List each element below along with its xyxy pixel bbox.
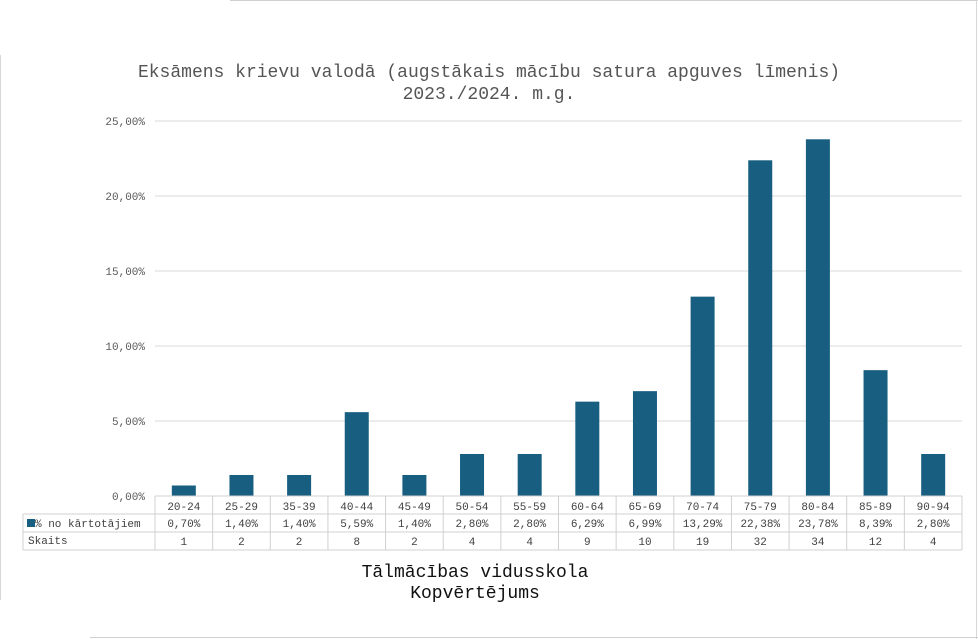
table-row-label: Skaits	[28, 536, 68, 548]
bar-chart: 0,00% 5,00% 10,00% 15,00% 20,00% 25,00% 20-24 2…	[22, 117, 963, 551]
count-cell: 32	[754, 537, 767, 549]
data-label: 1,40%	[225, 519, 258, 531]
chart-footer: Tālmācības vidusskola Kopvērtējums	[0, 563, 950, 605]
count-cell: 10	[638, 537, 651, 549]
count-cell: 2	[238, 537, 245, 549]
bar	[863, 370, 888, 496]
bar	[287, 475, 312, 496]
y-tick-label: 5,00%	[112, 417, 145, 429]
y-tick-label: 10,00%	[105, 342, 145, 354]
bar	[517, 454, 542, 496]
count-cell: 4	[526, 537, 533, 549]
x-tick-label: 25-29	[225, 502, 258, 514]
y-tick-label: 20,00%	[105, 192, 145, 204]
x-tick-label: 90-94	[917, 502, 950, 514]
count-cell: 1	[181, 537, 188, 549]
frame-bottom-line	[90, 637, 978, 638]
data-label: 2,80%	[917, 519, 950, 531]
x-tick-label: 65-69	[628, 502, 661, 514]
frame-top-line	[230, 0, 978, 1]
data-label: 6,29%	[571, 519, 604, 531]
bar	[921, 454, 946, 496]
y-tick-label: 15,00%	[105, 267, 145, 279]
bar	[748, 160, 773, 497]
bar	[229, 475, 254, 496]
x-tick-label: 50-54	[456, 502, 489, 514]
y-tick-label: 25,00%	[105, 117, 145, 129]
count-cell: 4	[930, 537, 937, 549]
bar	[171, 485, 196, 496]
data-label: 6,99%	[628, 519, 661, 531]
x-tick-label: 60-64	[571, 502, 604, 514]
count-cell: 9	[584, 537, 591, 549]
bar	[575, 401, 600, 496]
data-label: 8,39%	[859, 519, 892, 531]
count-cell: 4	[469, 537, 476, 549]
x-tick-label: 20-24	[167, 502, 200, 514]
x-tick-label: 35-39	[283, 502, 316, 514]
count-cell: 34	[811, 537, 825, 549]
bar	[690, 296, 715, 496]
data-label: 2,80%	[456, 519, 489, 531]
x-tick-label: 40-44	[340, 502, 373, 514]
bar	[632, 391, 657, 496]
chart-title: Eksāmens krievu valodā (augstākais mācīb…	[137, 63, 841, 105]
legend-key	[27, 519, 35, 527]
count-cell: 2	[411, 537, 418, 549]
x-tick-label: 85-89	[859, 502, 892, 514]
data-label: 0,70%	[167, 519, 200, 531]
x-tick-label: 55-59	[513, 502, 546, 514]
x-tick-label: 70-74	[686, 502, 719, 514]
bar	[344, 412, 369, 496]
data-label: 13,29%	[683, 519, 723, 531]
data-label: 22,38%	[740, 519, 780, 531]
count-cell: 8	[353, 537, 360, 549]
data-label: 1,40%	[398, 519, 431, 531]
x-tick-label: 80-84	[801, 502, 834, 514]
footer-school-name: Tālmācības vidusskola	[361, 563, 589, 583]
bar	[402, 475, 427, 496]
count-cell: 12	[869, 537, 882, 549]
data-label: 2,80%	[513, 519, 546, 531]
footer-subtitle: Kopvērtējums	[410, 584, 540, 604]
x-tick-label: 45-49	[398, 502, 431, 514]
frame-right-line	[976, 0, 977, 639]
x-tick-label: 75-79	[744, 502, 777, 514]
count-cell: 19	[696, 537, 709, 549]
legend-label: % no kārtotājiem	[35, 519, 141, 531]
data-label: 23,78%	[798, 519, 838, 531]
y-tick-label: 0,00%	[112, 492, 145, 504]
frame-left-line	[0, 55, 1, 600]
data-label: 1,40%	[283, 519, 316, 531]
data-label: 5,59%	[340, 519, 373, 531]
count-cell: 2	[296, 537, 303, 549]
bar	[805, 139, 830, 497]
bar	[460, 454, 485, 496]
